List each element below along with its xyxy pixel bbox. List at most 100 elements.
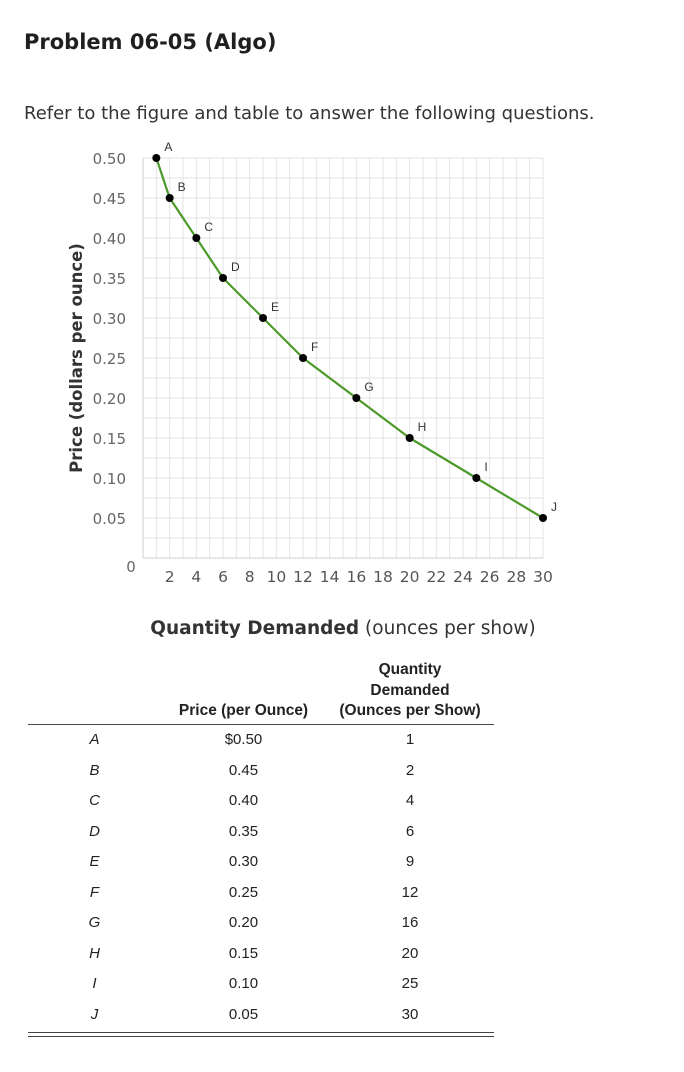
label-column-header [28, 660, 161, 725]
x-tick-label: 6 [218, 568, 228, 586]
demand-curve-chart: 0.50 0.45 0.40 0.35 0.30 0.25 0.20 0.15 0.10 0.05… [67, 140, 557, 639]
demand-curve-line [155, 157, 544, 519]
row-label: J [90, 1005, 99, 1023]
row-label: G [88, 914, 101, 932]
x-tick-label: 30 [533, 568, 553, 586]
x-tick-label: 14 [320, 568, 340, 586]
point-label: A [164, 140, 172, 154]
price-cell: 0.10 [228, 975, 259, 993]
x-tick-label: 20 [400, 568, 420, 586]
x-axis-title-bold: Quantity Demanded [150, 618, 359, 639]
y-tick-label: 0.50 [93, 150, 126, 168]
table-row: A $0.50 1 [28, 724, 494, 755]
y-tick-label: 0.30 [93, 310, 126, 328]
y-tick-label: 0.20 [93, 390, 126, 408]
x-tick-label: 22 [426, 568, 446, 586]
quantity-header-line-3: (Ounces per Show) [339, 702, 481, 719]
data-point [219, 274, 227, 282]
x-tick-label: 18 [373, 568, 393, 586]
row-label: B [89, 761, 100, 779]
quantity-cell: 4 [405, 792, 415, 810]
table-row: C 0.40 4 [28, 786, 494, 817]
x-tick-label: 16 [346, 568, 366, 586]
x-tick-label: 4 [191, 568, 201, 586]
y-tick-label: 0.15 [93, 430, 126, 448]
y-tick-label: 0.40 [93, 230, 126, 248]
quantity-cell: 9 [405, 853, 415, 871]
price-cell: $0.50 [224, 731, 263, 749]
price-cell: 0.30 [228, 853, 259, 871]
table-row: D 0.35 6 [28, 816, 494, 847]
price-column-header: Price (per Ounce) [161, 660, 326, 725]
y-tick-label: 0.10 [93, 470, 126, 488]
x-axis-title-unit: (ounces per show) [359, 618, 536, 639]
data-point [299, 354, 307, 362]
row-label: E [89, 853, 100, 871]
point-label: D [231, 260, 240, 274]
price-cell: 0.25 [228, 883, 259, 901]
quantity-cell: 30 [401, 1005, 419, 1023]
table-row: F 0.25 12 [28, 877, 494, 908]
quantity-cell: 1 [405, 731, 415, 749]
x-axis-title: Quantity Demanded (ounces per show) [150, 618, 536, 639]
quantity-header-line-1: Quantity [378, 661, 442, 678]
data-point [472, 474, 481, 482]
y-axis-title: Price (dollars per ounce) [67, 243, 86, 473]
y-tick-label: 0.25 [93, 350, 126, 368]
x-tick-label: 12 [293, 568, 313, 586]
table-row: E 0.30 9 [28, 847, 494, 878]
table-row: H 0.15 20 [28, 938, 494, 969]
price-cell: 0.20 [228, 914, 259, 932]
table-row: B 0.45 2 [28, 755, 494, 786]
row-label: I [92, 975, 97, 993]
quantity-header-line-2: Demanded [370, 681, 450, 699]
x-tick-label: 10 [266, 568, 286, 586]
table-bottom-rule [28, 1032, 494, 1037]
table-header-row: Price (per Ounce) Quantity Demanded (Oun… [28, 660, 494, 725]
quantity-cell: 25 [401, 975, 419, 993]
row-label: D [89, 822, 100, 840]
data-point [192, 234, 201, 242]
point-label: B [178, 180, 186, 194]
y-tick-label: 0.45 [93, 190, 126, 208]
table-row: I 0.10 25 [28, 969, 494, 1000]
table-row: G 0.20 16 [28, 908, 494, 939]
quantity-cell: 12 [401, 883, 419, 901]
quantity-cell: 16 [401, 914, 419, 932]
point-label: G [364, 380, 373, 394]
table-row: J 0.05 30 [28, 999, 494, 1030]
x-tick-label: 24 [453, 568, 473, 586]
point-label: C [204, 220, 213, 234]
point-label: J [551, 500, 557, 514]
price-cell: 0.15 [228, 944, 259, 962]
y-tick-label: 0.05 [93, 510, 126, 528]
price-cell: 0.45 [228, 761, 259, 779]
price-cell: 0.05 [228, 1005, 259, 1023]
y-tick-label: 0.35 [93, 270, 126, 288]
x-tick-label: 8 [245, 568, 255, 586]
data-point [165, 194, 174, 202]
origin-label: 0 [126, 558, 136, 576]
quantity-column-header: Quantity Demanded (Ounces per Show) [326, 660, 494, 725]
quantity-cell: 6 [405, 822, 415, 840]
quantity-cell: 20 [401, 944, 419, 962]
x-tick-label: 26 [480, 568, 500, 586]
price-cell: 0.40 [228, 792, 259, 810]
data-point [539, 514, 547, 522]
instructions-text: Refer to the figure and table to answer … [24, 103, 595, 124]
point-label: E [271, 300, 279, 314]
data-point [259, 314, 267, 322]
quantity-cell: 2 [405, 761, 415, 779]
data-point [352, 394, 361, 402]
point-label: H [418, 420, 427, 434]
point-label: I [484, 460, 487, 474]
price-cell: 0.35 [228, 822, 259, 840]
row-label: C [89, 792, 100, 810]
data-point [405, 434, 414, 442]
x-tick-label: 28 [506, 568, 526, 586]
data-point [152, 154, 161, 162]
page-title: Problem 06-05 (Algo) [24, 30, 277, 54]
demand-table: Price (per Ounce) Quantity Demanded (Oun… [28, 660, 494, 1030]
point-label: F [311, 340, 318, 354]
row-label: A [89, 731, 100, 749]
